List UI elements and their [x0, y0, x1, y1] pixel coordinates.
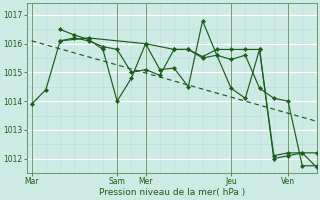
X-axis label: Pression niveau de la mer( hPa ): Pression niveau de la mer( hPa ): [99, 188, 245, 197]
